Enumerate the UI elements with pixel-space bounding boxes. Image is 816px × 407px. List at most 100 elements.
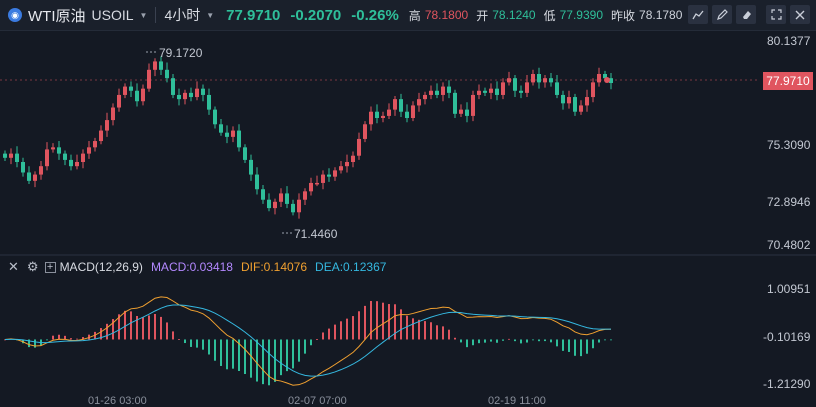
candle-body bbox=[591, 82, 595, 98]
candle-body bbox=[429, 90, 433, 95]
macd-group bbox=[4, 296, 612, 386]
high-label: 高 bbox=[408, 8, 421, 23]
macd-histogram-bar bbox=[4, 339, 6, 341]
macd-histogram-bar bbox=[292, 339, 294, 369]
candle-body bbox=[363, 124, 367, 139]
candle-body bbox=[573, 97, 577, 112]
macd-histogram-bar bbox=[604, 339, 606, 341]
macd-histogram-bar bbox=[526, 339, 528, 343]
symbol-selector[interactable]: ◉ WTI原油 USOIL ▼ bbox=[8, 5, 147, 26]
low-annotation: 71.4460 bbox=[282, 227, 338, 241]
symbol-logo-icon: ◉ bbox=[8, 8, 22, 22]
candle-body bbox=[369, 111, 373, 125]
candle-body bbox=[411, 105, 415, 118]
candle-body bbox=[567, 97, 571, 104]
macd-histogram-bar bbox=[304, 339, 306, 354]
candle-body bbox=[531, 74, 535, 83]
macd-histogram-bar bbox=[556, 339, 558, 347]
candle-body bbox=[147, 69, 151, 89]
macd-histogram-bar bbox=[148, 315, 150, 340]
macd-histogram-bar bbox=[532, 339, 534, 341]
candle-body bbox=[495, 88, 499, 95]
candle-body bbox=[459, 109, 463, 114]
macd-histogram-bar bbox=[178, 339, 180, 340]
symbol-code: USOIL bbox=[91, 7, 134, 23]
add-icon[interactable]: + bbox=[44, 261, 56, 273]
dif-value: DIF:0.14076 bbox=[240, 260, 308, 274]
macd-title: MACD(12,26,9) bbox=[59, 260, 143, 274]
chevron-down-icon[interactable]: ▼ bbox=[139, 10, 148, 20]
macd-histogram-bar bbox=[100, 328, 102, 340]
pencil-icon[interactable] bbox=[712, 5, 732, 24]
candle-body bbox=[381, 115, 385, 118]
candle-body bbox=[549, 78, 553, 83]
chevron-down-icon[interactable]: ▼ bbox=[206, 10, 215, 20]
macd-histogram-bar bbox=[76, 338, 78, 340]
expand-icon[interactable] bbox=[766, 5, 786, 24]
close-icon[interactable]: ✕ bbox=[8, 259, 19, 274]
macd-histogram-bar bbox=[28, 339, 30, 348]
macd-histogram-bar bbox=[256, 339, 258, 382]
candle-body bbox=[99, 130, 103, 142]
macd-histogram-bar bbox=[214, 339, 216, 361]
eraser-icon[interactable] bbox=[736, 5, 756, 24]
macd-histogram-bar bbox=[316, 339, 318, 340]
macd-histogram-bar bbox=[166, 322, 168, 340]
candle-body bbox=[225, 132, 229, 137]
high-mark-label: 79.1720 bbox=[159, 46, 203, 60]
candle-body bbox=[39, 166, 43, 175]
macd-histogram-bar bbox=[574, 339, 576, 356]
macd-histogram-bar bbox=[370, 300, 372, 340]
candle-body bbox=[171, 78, 175, 95]
macd-histogram-bar bbox=[448, 329, 450, 340]
candle-body bbox=[33, 174, 37, 181]
macd-histogram-bar bbox=[286, 339, 288, 372]
candle-body bbox=[585, 97, 589, 106]
candle-body bbox=[75, 162, 79, 167]
macd-histogram-bar bbox=[250, 339, 252, 378]
macd-histogram-bar bbox=[460, 339, 462, 343]
macd-histogram-bar bbox=[136, 315, 138, 340]
candle-body bbox=[603, 74, 607, 79]
candle-body bbox=[393, 99, 397, 110]
close-icon[interactable] bbox=[790, 5, 810, 24]
price-axis-label: 70.4802 bbox=[767, 238, 811, 252]
candle-body bbox=[537, 74, 541, 83]
candle-body bbox=[579, 105, 583, 112]
macd-histogram-bar bbox=[160, 316, 162, 340]
macd-histogram-bar bbox=[232, 339, 234, 369]
candle-body bbox=[447, 86, 451, 93]
candle-body bbox=[513, 78, 517, 91]
ohlc-info: 高 78.1800 开 78.1240 低 77.9390 昨收 78.1780 bbox=[409, 7, 683, 24]
dea-line bbox=[4, 304, 612, 377]
macd-histogram-bar bbox=[190, 339, 192, 347]
macd-histogram-bar bbox=[352, 316, 354, 340]
interval-selector[interactable]: 4小时 ▼ bbox=[164, 5, 214, 25]
macd-histogram-bar bbox=[478, 339, 480, 344]
price-axis-label: 75.3090 bbox=[767, 138, 811, 152]
candle-body bbox=[177, 94, 181, 100]
macd-axis-label: -0.10169 bbox=[763, 330, 811, 344]
candle-body bbox=[135, 90, 139, 102]
chart-header: ◉ WTI原油 USOIL ▼ 4小时 ▼ 77.9710 -0.2070 -0… bbox=[0, 0, 816, 31]
time-axis-label: 01-26 03:00 bbox=[88, 395, 147, 407]
macd-histogram-bar bbox=[274, 339, 276, 382]
candle-body bbox=[129, 86, 133, 91]
macd-histogram-bar bbox=[58, 334, 60, 340]
candle-body bbox=[483, 90, 487, 93]
macd-histogram-bar bbox=[592, 339, 594, 349]
settings-icon[interactable]: ⚙ bbox=[26, 259, 39, 274]
prev-close-label: 昨收 bbox=[611, 8, 636, 23]
candle-body bbox=[333, 170, 337, 177]
candle-body bbox=[237, 130, 241, 148]
candle-body bbox=[405, 111, 409, 118]
chart-line-icon[interactable] bbox=[688, 5, 708, 24]
price-axis-label: 72.8946 bbox=[767, 195, 811, 209]
candle-body bbox=[561, 94, 565, 104]
candle-body bbox=[57, 147, 61, 154]
last-price-dot bbox=[604, 77, 610, 83]
candle-body bbox=[327, 174, 331, 177]
macd-histogram-bar bbox=[580, 339, 582, 357]
macd-histogram-bar bbox=[496, 339, 498, 343]
